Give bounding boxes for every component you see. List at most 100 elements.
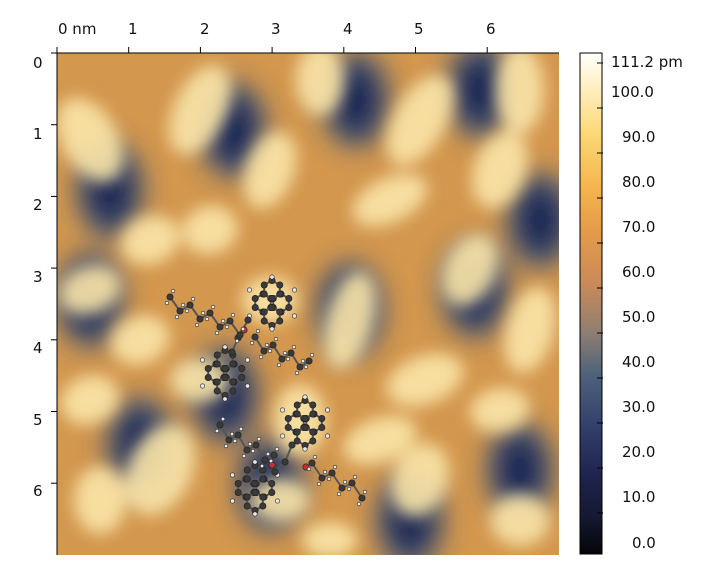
atom [309, 401, 317, 409]
atom [273, 336, 279, 342]
atom [268, 479, 276, 487]
bright-lobe [110, 315, 170, 365]
atom [229, 498, 235, 504]
bright-lobe [58, 264, 122, 316]
bright-lobe [243, 131, 297, 209]
bright-lobe [302, 522, 358, 555]
atom [267, 348, 273, 354]
atom [274, 446, 280, 452]
atom [285, 294, 293, 302]
atom [296, 363, 304, 371]
atom [300, 358, 306, 364]
atom [234, 431, 242, 439]
atom [259, 463, 265, 469]
atom [260, 317, 268, 325]
atom [268, 488, 276, 496]
atom [238, 364, 246, 372]
atom [276, 308, 284, 316]
atom [186, 301, 194, 309]
atom [260, 290, 268, 298]
bright-lobe [323, 271, 377, 369]
atom [223, 443, 229, 449]
atom [258, 354, 264, 360]
atom [292, 313, 298, 319]
atom [342, 479, 348, 485]
atom [206, 309, 214, 317]
atom [213, 378, 221, 386]
atom [213, 360, 221, 368]
atom [222, 344, 228, 350]
colorbar-label: 90.0 [622, 128, 656, 146]
colorbar-label: 10.0 [622, 488, 656, 506]
colorbar-ticks [597, 62, 603, 514]
x-tick-label: 6 [486, 20, 496, 38]
pore-core [460, 58, 500, 122]
x-tick-label: 3 [271, 20, 281, 38]
bright-lobe [124, 424, 196, 516]
atom [276, 290, 284, 298]
atom [285, 356, 291, 362]
bright-lobe [296, 53, 344, 116]
y-axis-ticks [51, 52, 57, 484]
atom [245, 383, 251, 389]
atom [271, 468, 279, 476]
atom [166, 293, 174, 301]
atom [222, 396, 228, 402]
atom [259, 475, 267, 483]
atom [348, 479, 356, 487]
atom [228, 348, 236, 356]
colorbar-label: 30.0 [622, 398, 656, 416]
bright-lobe [471, 131, 529, 209]
bright-lobe [74, 466, 126, 534]
atom [325, 407, 331, 413]
atom [302, 446, 308, 452]
y-tick-label: 0 [33, 54, 43, 72]
bright-lobe [120, 215, 180, 265]
atom [214, 428, 220, 434]
x-axis-ticks [56, 47, 488, 53]
atom [306, 466, 312, 472]
atom [261, 456, 269, 464]
bright-lobe [250, 478, 310, 522]
atom [318, 414, 326, 422]
atom [309, 428, 317, 436]
atom [243, 466, 251, 474]
atom [210, 304, 216, 310]
y-tick-label: 4 [33, 339, 43, 357]
atom [232, 438, 238, 444]
y-tick-label: 1 [33, 125, 43, 143]
atom [221, 364, 229, 372]
atom [292, 287, 298, 293]
atom [362, 489, 368, 495]
atom [308, 459, 316, 467]
bright-lobe [470, 387, 530, 433]
atom [229, 360, 237, 368]
atom [293, 401, 301, 409]
atom [251, 488, 259, 496]
atom [301, 423, 309, 431]
atom [204, 364, 212, 372]
atom [238, 426, 244, 432]
atom [259, 502, 267, 510]
atom [316, 481, 322, 487]
atom [200, 310, 206, 316]
atom [245, 357, 251, 363]
atom [265, 451, 271, 457]
atom [325, 433, 331, 439]
atom [264, 342, 270, 348]
atom [309, 437, 317, 445]
bright-lobe [386, 74, 454, 166]
atom [293, 437, 301, 445]
atom [234, 479, 242, 487]
atom [256, 436, 262, 442]
atom [269, 341, 277, 349]
colorbar-label: 100.0 [611, 83, 654, 101]
bright-lobe [274, 384, 326, 456]
x-tick-label: 4 [343, 20, 353, 38]
atom [358, 494, 366, 502]
x-tick-label: 5 [414, 20, 424, 38]
atom [251, 303, 259, 311]
atom [268, 294, 276, 302]
atom [301, 414, 309, 422]
bright-lobe [182, 205, 238, 255]
